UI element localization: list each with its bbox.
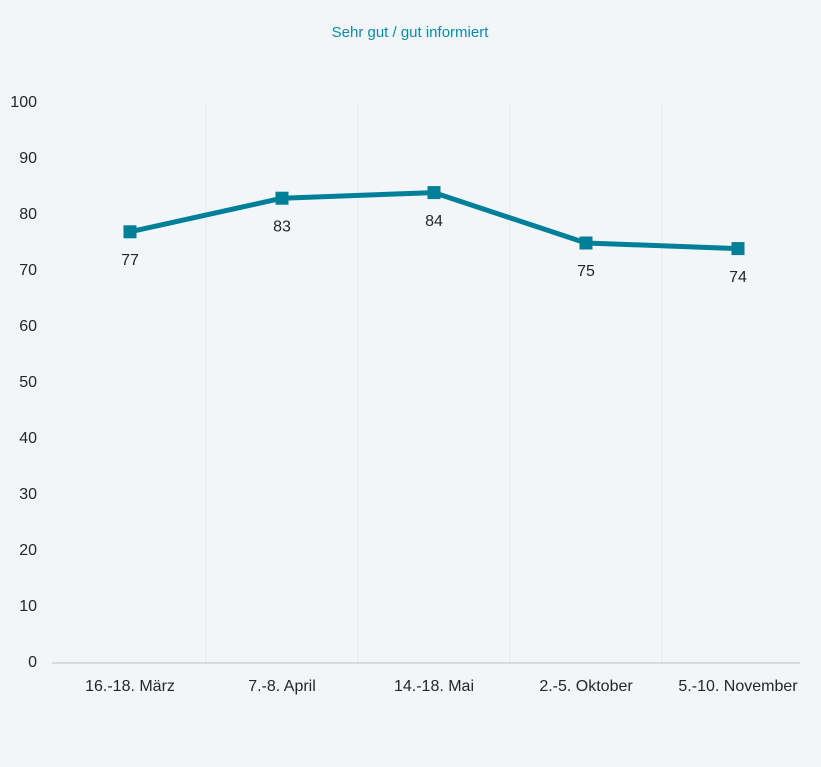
y-tick-label: 70 [19,262,37,279]
marker [731,242,745,256]
y-tick-label: 20 [19,542,37,559]
y-tick-label: 60 [19,318,37,335]
y-tick-label: 100 [10,94,37,111]
marker [579,236,593,250]
marker [427,186,441,200]
data-label: 83 [273,218,291,235]
data-label: 84 [425,213,443,230]
data-label: 74 [729,269,747,286]
x-tick-label: 7.-8. April [248,678,316,695]
data-label: 75 [577,263,595,280]
y-tick-label: 80 [19,206,37,223]
x-tick-label: 2.-5. Oktober [539,678,633,695]
marker [275,191,289,205]
marker [123,225,137,239]
y-tick-label: 10 [19,598,37,615]
x-tick-label: 5.-10. November [678,678,798,695]
x-tick-label: 14.-18. Mai [394,678,474,695]
chart-title: Sehr gut / gut informiert [332,24,490,41]
y-tick-label: 0 [28,654,37,671]
y-tick-label: 40 [19,430,37,447]
y-tick-label: 50 [19,374,37,391]
x-tick-label: 16.-18. März [85,678,175,695]
data-label: 77 [121,252,139,269]
y-tick-label: 90 [19,150,37,167]
y-tick-label: 30 [19,486,37,503]
